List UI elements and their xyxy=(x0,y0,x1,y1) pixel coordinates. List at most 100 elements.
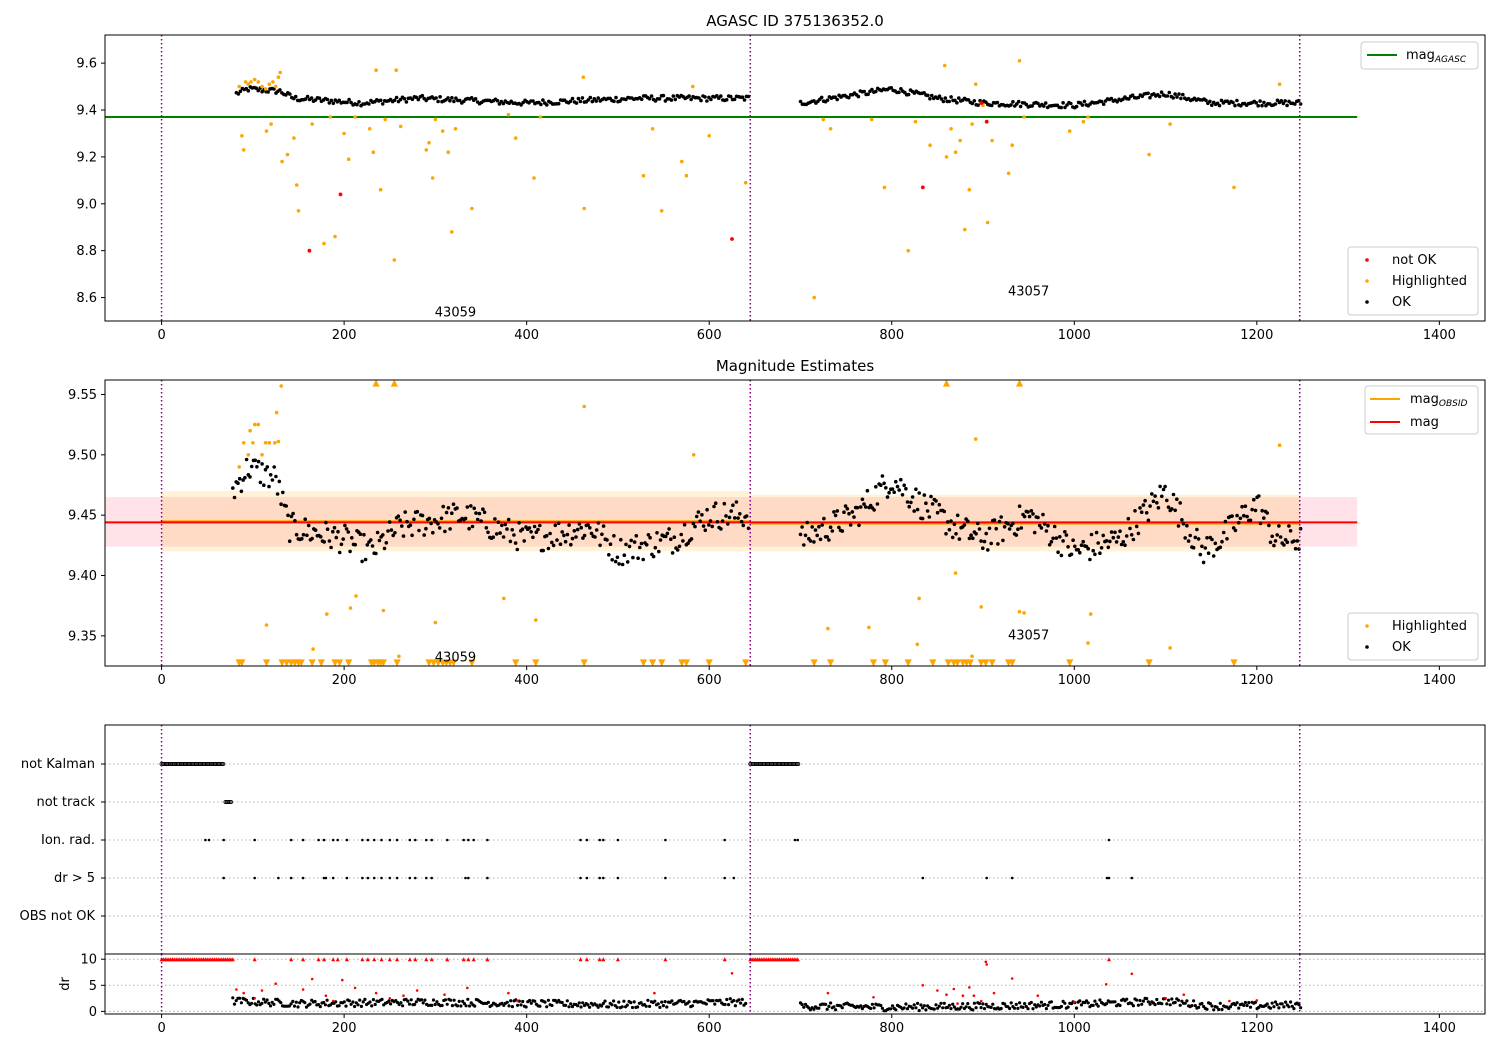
dr-point-ok xyxy=(389,1002,393,1006)
dr-point-ok xyxy=(1140,1002,1144,1006)
dr-point-ok xyxy=(322,1000,326,1005)
data-point-ok xyxy=(1016,527,1020,531)
data-point-highlighted-below xyxy=(966,659,974,667)
data-point-ok xyxy=(1159,90,1164,94)
flag-marker xyxy=(361,876,364,880)
data-point-ok xyxy=(622,553,627,557)
dr-point-ok xyxy=(232,1002,237,1006)
dr-point-ok xyxy=(356,1003,360,1007)
data-point-highlighted-below xyxy=(532,659,540,667)
data-point-ok xyxy=(357,100,361,104)
data-point-highlighted-below xyxy=(1008,659,1016,667)
data-point-highlighted-below xyxy=(317,659,325,667)
dr-point-ok xyxy=(812,1007,816,1011)
data-point-ok xyxy=(287,539,292,543)
dr-point-ok xyxy=(825,1007,829,1011)
data-point-ok xyxy=(362,532,366,537)
dr-point-ok xyxy=(832,1005,836,1009)
dr-point-ok xyxy=(303,1001,307,1005)
dr-point-ok xyxy=(1038,1004,1042,1008)
legend-ok-marker xyxy=(1365,645,1369,649)
data-point-ok xyxy=(617,562,621,566)
data-point-ok xyxy=(1236,520,1241,525)
data-point-highlighted xyxy=(310,122,315,126)
data-point-ok xyxy=(1058,535,1062,539)
data-point-ok xyxy=(1258,99,1262,103)
data-point-highlighted xyxy=(374,68,378,72)
x-tick-label: 400 xyxy=(514,1021,539,1036)
data-point-ok xyxy=(828,525,833,529)
data-point-ok xyxy=(1127,97,1131,101)
x-tick-label: 0 xyxy=(157,1021,165,1036)
data-point-highlighted xyxy=(342,131,346,136)
data-point-ok xyxy=(672,535,677,539)
data-point-highlighted-below xyxy=(1145,659,1153,667)
flag-marker xyxy=(775,762,780,767)
dr-point-ok xyxy=(713,1002,717,1006)
data-point-ok xyxy=(436,522,440,526)
data-point-ok xyxy=(1258,521,1263,526)
flag-marker xyxy=(208,762,213,767)
data-point-ok xyxy=(1022,514,1027,519)
data-point-ok xyxy=(1235,513,1239,518)
data-point-ok xyxy=(334,535,339,540)
data-point-highlighted-below xyxy=(705,659,713,667)
data-point-highlighted xyxy=(237,84,241,89)
dr-point-ok xyxy=(834,1008,838,1012)
dr-point-ok xyxy=(1046,1003,1050,1008)
panel-flags-plot xyxy=(101,725,1485,954)
data-point-ok xyxy=(1181,521,1186,526)
data-point-ok xyxy=(327,101,332,105)
data-point-highlighted-below xyxy=(278,659,286,667)
data-point-ok xyxy=(451,502,456,507)
data-point-ok xyxy=(1161,487,1166,492)
data-point-highlighted xyxy=(1017,59,1022,63)
data-point-ok xyxy=(902,483,906,488)
data-point-ok xyxy=(1066,545,1070,549)
flag-marker xyxy=(361,838,364,842)
dr-point-ok xyxy=(949,1007,953,1011)
data-point-ok xyxy=(966,519,970,523)
flag-marker xyxy=(222,838,225,842)
dr-point-flagged xyxy=(374,991,378,995)
data-point-ok xyxy=(596,521,601,525)
dr-point-ok xyxy=(291,999,295,1004)
data-point-ok xyxy=(1262,100,1266,105)
data-point-ok xyxy=(703,528,708,532)
dr-point-ok xyxy=(445,1002,449,1006)
data-point-highlighted xyxy=(392,258,397,262)
data-point-ok xyxy=(843,504,848,508)
data-point-ok xyxy=(1248,518,1253,523)
dr-point-ok xyxy=(1185,999,1189,1003)
dr-point-ok xyxy=(1215,1005,1219,1009)
panel-agasc: AGASC ID 375136352.0 0 200 400 600 800 1000 12… xyxy=(76,12,1486,343)
data-point-ok xyxy=(1093,552,1097,557)
y-tick-label: 9.35 xyxy=(68,629,97,644)
data-point-ok xyxy=(930,93,934,98)
data-point-ok xyxy=(1063,530,1067,534)
legend-mag-obsid-label: mag xyxy=(1410,392,1439,407)
dr-point-flagged xyxy=(310,977,314,981)
data-point-ok xyxy=(646,533,651,537)
data-point-ok xyxy=(260,462,264,466)
dr-point-ok xyxy=(663,1000,667,1004)
data-point-ok xyxy=(469,96,474,100)
data-point-ok xyxy=(709,97,713,102)
data-point-ok xyxy=(1064,533,1069,537)
data-point-ok xyxy=(256,88,261,93)
data-point-ok xyxy=(324,520,328,525)
flag-marker xyxy=(191,762,196,767)
data-point-highlighted xyxy=(1081,119,1086,124)
dr-point-ok xyxy=(358,998,362,1002)
data-point-ok xyxy=(374,551,378,556)
data-point-ok xyxy=(1078,550,1082,555)
flag-marker xyxy=(585,876,589,880)
data-point-ok xyxy=(403,510,408,514)
dr-point-ok xyxy=(449,998,453,1002)
dr-point-ok xyxy=(1118,1003,1122,1008)
data-point-ok xyxy=(404,100,409,104)
data-point-ok xyxy=(857,523,861,528)
flag-marker xyxy=(169,762,174,767)
data-point-highlighted xyxy=(433,620,438,625)
dr-point-ok xyxy=(1078,999,1082,1003)
